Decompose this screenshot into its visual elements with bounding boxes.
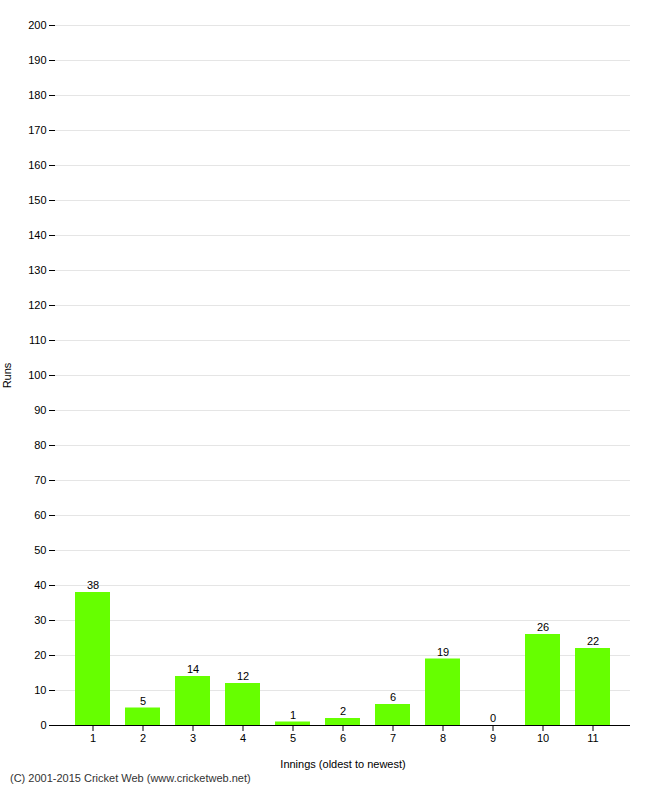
svg-text:0: 0 (490, 712, 496, 724)
svg-text:20: 20 (34, 649, 46, 661)
svg-text:Runs: Runs (1, 362, 13, 388)
svg-text:9: 9 (490, 732, 496, 744)
svg-text:150: 150 (28, 194, 46, 206)
svg-text:10: 10 (537, 732, 549, 744)
svg-text:Innings (oldest to newest): Innings (oldest to newest) (280, 758, 405, 770)
html-text:(C) 2001-2015 Cricket Web (www: (C) 2001-2015 Cricket Web (www.cricketwe… (10, 772, 251, 784)
svg-text:6: 6 (390, 691, 396, 703)
svg-text:6: 6 (340, 732, 346, 744)
svg-text:10: 10 (34, 684, 46, 696)
svg-text:4: 4 (240, 732, 246, 744)
svg-text:11: 11 (587, 732, 598, 744)
svg-text:22: 22 (587, 635, 599, 647)
svg-text:160: 160 (28, 159, 46, 171)
svg-text:14: 14 (187, 663, 199, 675)
svg-text:50: 50 (34, 544, 46, 556)
svg-text:100: 100 (28, 369, 46, 381)
svg-text:38: 38 (87, 579, 99, 591)
svg-text:60: 60 (34, 509, 46, 521)
svg-text:90: 90 (34, 404, 46, 416)
svg-text:170: 170 (28, 124, 46, 136)
svg-text:3: 3 (190, 732, 196, 744)
svg-text:19: 19 (437, 646, 449, 658)
svg-text:1: 1 (290, 709, 296, 721)
svg-text:70: 70 (34, 474, 46, 486)
svg-text:40: 40 (34, 579, 46, 591)
svg-text:26: 26 (537, 621, 549, 633)
svg-text:200: 200 (28, 19, 46, 31)
svg-text:5: 5 (140, 695, 146, 707)
svg-text:190: 190 (28, 54, 46, 66)
svg-text:2: 2 (140, 732, 146, 744)
svg-text:110: 110 (29, 334, 47, 346)
svg-text:140: 140 (28, 229, 46, 241)
svg-text:5: 5 (290, 732, 296, 744)
svg-text:130: 130 (28, 264, 46, 276)
svg-text:1: 1 (90, 732, 96, 744)
svg-text:0: 0 (40, 719, 46, 731)
svg-text:120: 120 (28, 299, 46, 311)
svg-text:80: 80 (34, 439, 46, 451)
svg-text:12: 12 (237, 670, 249, 682)
svg-text:7: 7 (390, 732, 396, 744)
svg-text:180: 180 (28, 89, 46, 101)
svg-text:8: 8 (440, 732, 446, 744)
svg-text:30: 30 (34, 614, 46, 626)
svg-text:2: 2 (340, 705, 346, 717)
